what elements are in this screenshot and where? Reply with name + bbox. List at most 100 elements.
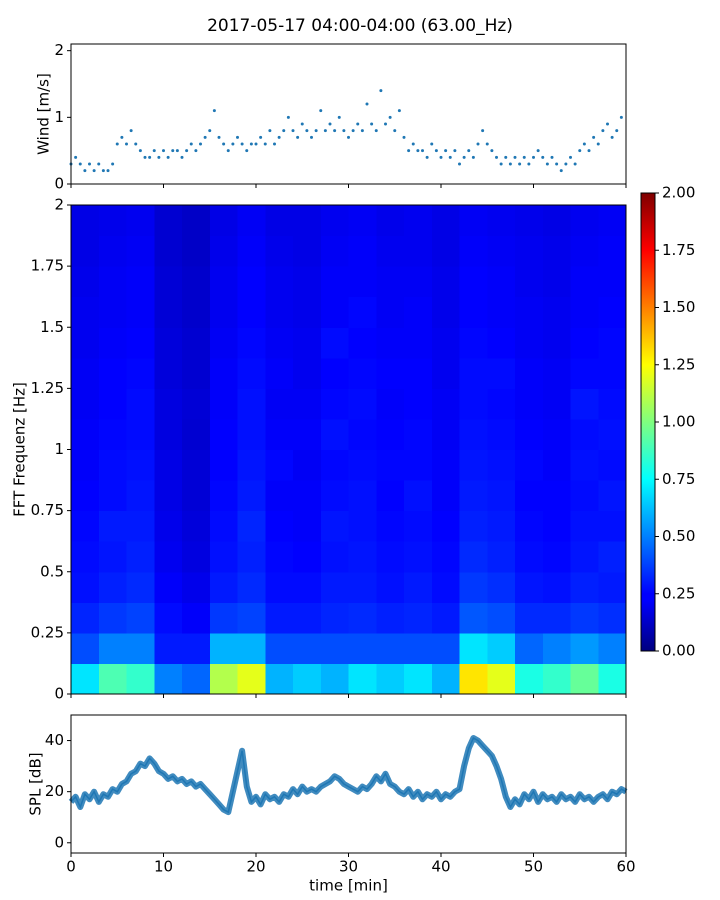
spectrogram-cell xyxy=(570,327,599,359)
wind-point xyxy=(305,129,309,133)
spectrogram-cell xyxy=(265,632,294,664)
spectrogram-cell xyxy=(98,510,127,542)
y-tick-label: 1 xyxy=(54,440,64,458)
spectrogram-cell xyxy=(459,205,488,237)
x-tick-label: 60 xyxy=(616,858,635,876)
spectrogram-cell xyxy=(487,205,516,237)
spectrogram-cell xyxy=(71,205,100,237)
spectrogram-cell xyxy=(71,235,100,267)
spectrogram-cell xyxy=(209,205,238,237)
spectrogram-cell xyxy=(126,510,155,542)
spectrogram-cell xyxy=(209,449,238,481)
spectrogram-cell xyxy=(237,296,266,328)
spectrogram-cell xyxy=(542,388,571,420)
spectrogram-cell xyxy=(515,357,544,389)
spectrogram-cell xyxy=(376,602,405,634)
spectrogram-cell xyxy=(542,205,571,237)
wind-point xyxy=(582,142,586,146)
y-tick-label: 20 xyxy=(45,782,64,800)
spectrogram-cell xyxy=(487,266,516,298)
wind-point xyxy=(328,122,332,126)
wind-point xyxy=(222,142,226,146)
spectrogram-cell xyxy=(71,266,100,298)
spectrogram-cell xyxy=(542,449,571,481)
spectrogram-cell xyxy=(265,266,294,298)
spectrogram-cell xyxy=(487,449,516,481)
spectrogram-cell xyxy=(431,449,460,481)
spectrogram-cell xyxy=(265,510,294,542)
y-axis-label: FFT Frequenz [Hz] xyxy=(11,382,29,517)
spectrogram-cell xyxy=(237,510,266,542)
y-tick-label: 0 xyxy=(54,175,64,193)
spectrogram-cell xyxy=(515,418,544,450)
spectrogram-cell xyxy=(542,235,571,267)
wind-point xyxy=(356,122,360,126)
spectrogram-cell xyxy=(376,327,405,359)
spectrogram-cell xyxy=(98,480,127,512)
spectrogram-cell xyxy=(515,663,544,695)
spectrogram-cell xyxy=(570,480,599,512)
spectrogram-cell xyxy=(320,205,349,237)
spectrogram-cell xyxy=(515,296,544,328)
spectrogram-cell xyxy=(98,418,127,450)
spectrogram-cell xyxy=(404,388,433,420)
spectrogram-cell xyxy=(71,480,100,512)
spectrogram-cell xyxy=(515,235,544,267)
spectrogram-cell xyxy=(459,571,488,603)
spectrogram-cell xyxy=(265,663,294,695)
spectrogram-cell xyxy=(570,266,599,298)
spectrogram-cell xyxy=(459,296,488,328)
spectrogram-cell xyxy=(209,480,238,512)
spectrogram-cell xyxy=(348,541,377,573)
spectrogram-cell xyxy=(487,480,516,512)
spectrogram-cell xyxy=(487,327,516,359)
spectrogram-cell xyxy=(376,449,405,481)
spectrogram-cell xyxy=(126,357,155,389)
wind-point xyxy=(259,135,263,139)
spectrogram-cell xyxy=(265,235,294,267)
spectrogram-cell xyxy=(542,602,571,634)
wind-point xyxy=(508,162,512,166)
wind-point xyxy=(323,129,327,133)
spectrogram-cell xyxy=(293,327,322,359)
spectrogram-cell xyxy=(404,571,433,603)
spectrogram-cell xyxy=(570,205,599,237)
spectrogram-cell xyxy=(570,418,599,450)
spectrogram-cell xyxy=(459,663,488,695)
wind-point xyxy=(541,155,545,159)
spectrogram-cell xyxy=(542,266,571,298)
spectrogram-cell xyxy=(376,357,405,389)
spectrogram-cell xyxy=(376,480,405,512)
wind-point xyxy=(550,155,554,159)
colorbar-tick-label: 0.75 xyxy=(662,470,695,488)
colorbar xyxy=(641,193,655,651)
wind-point xyxy=(430,142,434,146)
wind-point xyxy=(217,135,221,139)
wind-point xyxy=(342,129,346,133)
spectrogram-cell xyxy=(404,541,433,573)
wind-point xyxy=(439,155,443,159)
spectrogram-cell xyxy=(459,632,488,664)
colorbar-tick-label: 0.25 xyxy=(662,584,695,602)
wind-point xyxy=(296,135,300,139)
spectrogram-cell xyxy=(459,327,488,359)
y-tick-label: 1.5 xyxy=(40,318,64,336)
spectrogram-cell xyxy=(71,449,100,481)
spectrogram-cell xyxy=(431,296,460,328)
colorbar-tick-label: 1.75 xyxy=(662,241,695,259)
wind-point xyxy=(397,109,401,113)
spectrogram-cell xyxy=(98,357,127,389)
spectrogram-cell xyxy=(487,602,516,634)
spectrogram-cell xyxy=(431,388,460,420)
spectrogram-cell xyxy=(182,571,211,603)
spectrogram-cell xyxy=(154,235,183,267)
spectrogram-cell xyxy=(126,266,155,298)
spectrogram-cell xyxy=(182,632,211,664)
spectrogram-cell xyxy=(237,357,266,389)
spectrogram-cell xyxy=(487,541,516,573)
spectrogram-cell xyxy=(154,663,183,695)
spectrogram-cell xyxy=(154,632,183,664)
spectrogram-cell xyxy=(348,510,377,542)
wind-point xyxy=(365,102,369,106)
spectrogram-cell xyxy=(431,571,460,603)
